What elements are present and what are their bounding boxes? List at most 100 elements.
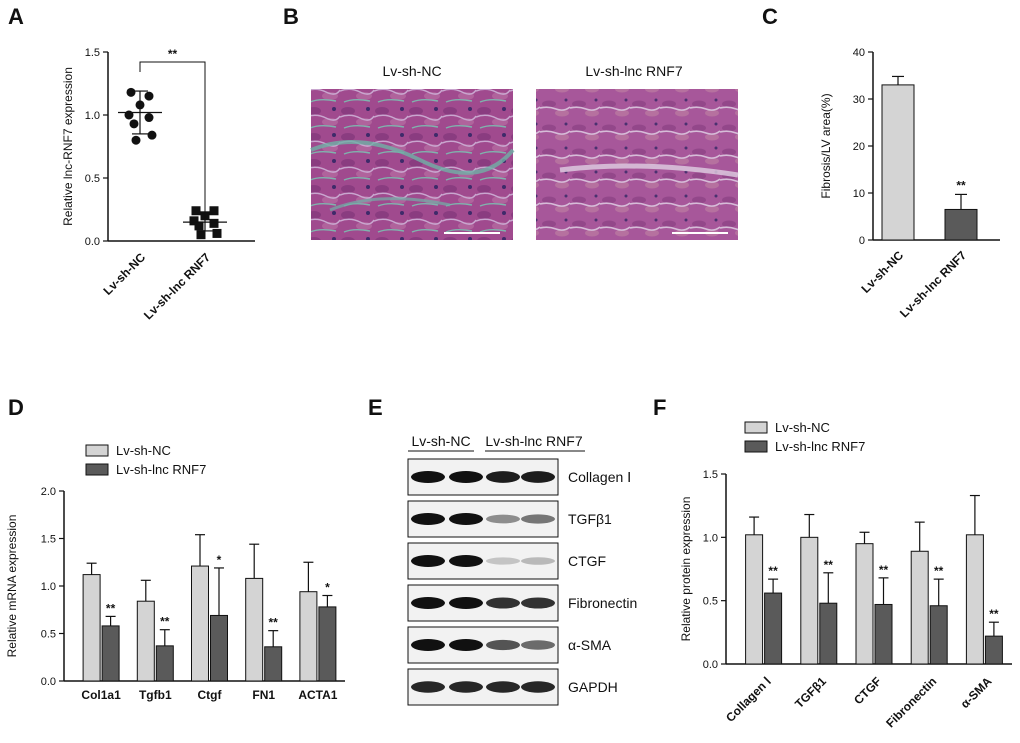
blot-band bbox=[521, 514, 555, 524]
data-point-square bbox=[209, 218, 219, 228]
bar bbox=[984, 635, 1003, 665]
data-point-circle bbox=[129, 119, 139, 129]
x-category-label: Ctgf bbox=[198, 688, 223, 702]
bar bbox=[299, 591, 318, 682]
data-point-circle bbox=[144, 113, 154, 123]
significance-label: ** bbox=[160, 615, 170, 629]
significance-label: * bbox=[217, 553, 222, 567]
bar bbox=[764, 592, 783, 665]
blot-band bbox=[449, 681, 483, 693]
y-tick-label: 1.0 bbox=[703, 532, 718, 544]
bar bbox=[245, 577, 264, 682]
y-tick-label: 10 bbox=[853, 188, 865, 200]
bar bbox=[944, 208, 978, 241]
x-category-label: Tgfb1 bbox=[139, 688, 172, 702]
y-axis-label: Relative mRNA expression bbox=[5, 515, 19, 658]
data-point-square bbox=[194, 221, 204, 231]
x-category-label: Collagen Ⅰ bbox=[723, 674, 774, 725]
panel-c-bar: 0 10 20 30 40 Fibrosis/LV area(%) Lv-sh-NC ** Lv… bbox=[819, 47, 1000, 320]
panel-d-bar: 0.0 0.5 1.0 1.5 2.0 Relative mRNA expression *… bbox=[5, 443, 345, 702]
bar bbox=[855, 543, 874, 665]
blot-band bbox=[449, 555, 483, 567]
y-tick-label: 0.5 bbox=[41, 629, 56, 641]
y-tick-label: 1.5 bbox=[85, 47, 100, 59]
blot-band bbox=[486, 557, 520, 565]
bar bbox=[82, 574, 101, 682]
blot-band bbox=[486, 514, 520, 524]
bar bbox=[929, 605, 948, 665]
bar bbox=[318, 606, 337, 682]
x-category-label: CTGF bbox=[851, 674, 884, 707]
data-point-circle bbox=[147, 130, 157, 140]
data-point-square bbox=[189, 216, 199, 226]
y-tick-label: 1.0 bbox=[85, 110, 100, 122]
y-tick-label: 40 bbox=[853, 47, 865, 59]
collagen-streak-left bbox=[310, 140, 515, 175]
blot-band bbox=[411, 471, 445, 483]
legend-swatch bbox=[744, 440, 768, 453]
blot-row-label: GAPDH bbox=[568, 679, 618, 695]
bar bbox=[910, 550, 929, 665]
blot-band bbox=[411, 513, 445, 525]
y-tick-label: 30 bbox=[853, 94, 865, 106]
y-tick-label: 0.0 bbox=[41, 676, 56, 688]
histology-title-left: Lv-sh-NC bbox=[382, 63, 441, 79]
significance-label: ** bbox=[879, 563, 889, 577]
bar bbox=[819, 602, 838, 665]
blot-group-right: Lv-sh-lnc RNF7 bbox=[485, 433, 582, 449]
legend-label: Lv-sh-lnc RNF7 bbox=[116, 462, 206, 477]
panel-label-b: B bbox=[283, 4, 299, 29]
y-tick-label: 0.5 bbox=[85, 173, 100, 185]
significance-label: ** bbox=[106, 601, 116, 615]
panel-f-bar: 0.0 0.5 1.0 1.5 Relative protein expression *… bbox=[679, 420, 1012, 730]
bar bbox=[210, 614, 228, 682]
panel-label-e: E bbox=[368, 395, 383, 420]
data-point-square bbox=[196, 230, 206, 240]
bar bbox=[745, 534, 764, 665]
significance-label: ** bbox=[956, 178, 966, 192]
blot-group-left: Lv-sh-NC bbox=[411, 433, 470, 449]
blot-band bbox=[449, 471, 483, 483]
bar bbox=[101, 625, 120, 682]
blot-band bbox=[486, 471, 520, 483]
blot-row-label: Collagen Ⅰ bbox=[568, 469, 631, 485]
bar bbox=[155, 645, 174, 682]
x-category-label: FN1 bbox=[252, 688, 275, 702]
blot-rows: Collagen Ⅰ TGFβ1 CTGF Fibronectin α-SMA GAPDH bbox=[407, 458, 637, 706]
legend-swatch bbox=[744, 421, 768, 434]
x-category-label: Lv-sh-NC bbox=[101, 250, 149, 298]
y-axis-label: Relative lnc-RNF7 expression bbox=[61, 67, 75, 226]
significance-label: ** bbox=[168, 47, 178, 61]
y-tick-label: 0.0 bbox=[85, 236, 100, 248]
bar bbox=[136, 600, 155, 682]
legend-label: Lv-sh-NC bbox=[775, 420, 830, 435]
panel-b-histology: Lv-sh-NC Lv-sh-lnc RNF7 bbox=[310, 63, 739, 240]
significance-label: ** bbox=[269, 616, 279, 630]
x-category-label: ACTA1 bbox=[298, 688, 337, 702]
data-point-circle bbox=[126, 87, 136, 97]
y-tick-label: 0.5 bbox=[703, 596, 718, 608]
y-axis-label: Relative protein expression bbox=[679, 497, 693, 642]
legend-label: Lv-sh-NC bbox=[116, 443, 171, 458]
y-tick-label: 2.0 bbox=[41, 486, 56, 498]
blot-row-label: TGFβ1 bbox=[568, 511, 612, 527]
legend-label: Lv-sh-lnc RNF7 bbox=[775, 439, 865, 454]
x-category-label: Col1a1 bbox=[81, 688, 121, 702]
significance-label: * bbox=[325, 581, 330, 595]
y-axis-label: Fibrosis/LV area(%) bbox=[819, 93, 833, 198]
collagen-streak-left-2 bbox=[329, 197, 451, 212]
x-category-label: Lv-sh-lnc RNF7 bbox=[141, 250, 213, 322]
x-category-label: α-SMA bbox=[958, 674, 995, 711]
bar bbox=[264, 646, 283, 682]
bar bbox=[874, 603, 893, 665]
panel-label-c: C bbox=[762, 4, 778, 29]
histology-title-right: Lv-sh-lnc RNF7 bbox=[585, 63, 682, 79]
panel-e-western-blot: Lv-sh-NC Lv-sh-lnc RNF7 Collagen ⅠTGFβ1C… bbox=[407, 433, 637, 706]
blot-band bbox=[449, 513, 483, 525]
data-point-square bbox=[191, 206, 201, 216]
blot-band bbox=[521, 597, 555, 609]
blot-band bbox=[411, 597, 445, 609]
panel-label-a: A bbox=[8, 4, 24, 29]
bar bbox=[881, 84, 915, 241]
